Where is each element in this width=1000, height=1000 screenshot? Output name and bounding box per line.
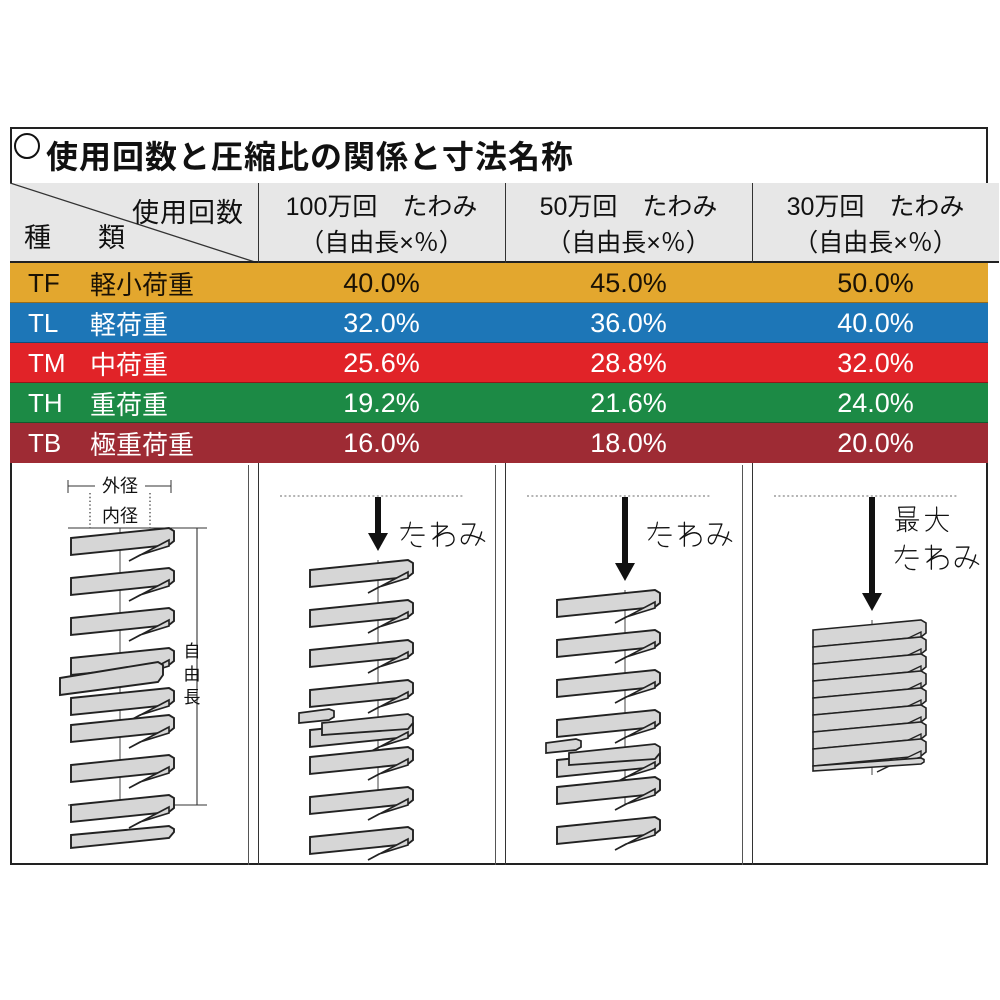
svg-text:由: 由 [184,665,201,684]
svg-text:内径: 内径 [102,506,138,526]
svg-text:外径: 外径 [102,476,138,496]
svg-text:たわみ: たわみ [398,510,488,554]
svg-text:たわみ: たわみ [645,510,735,554]
svg-text:自: 自 [184,642,201,661]
svg-text:長: 長 [184,688,201,707]
svg-text:たわみ: たわみ [892,533,982,577]
